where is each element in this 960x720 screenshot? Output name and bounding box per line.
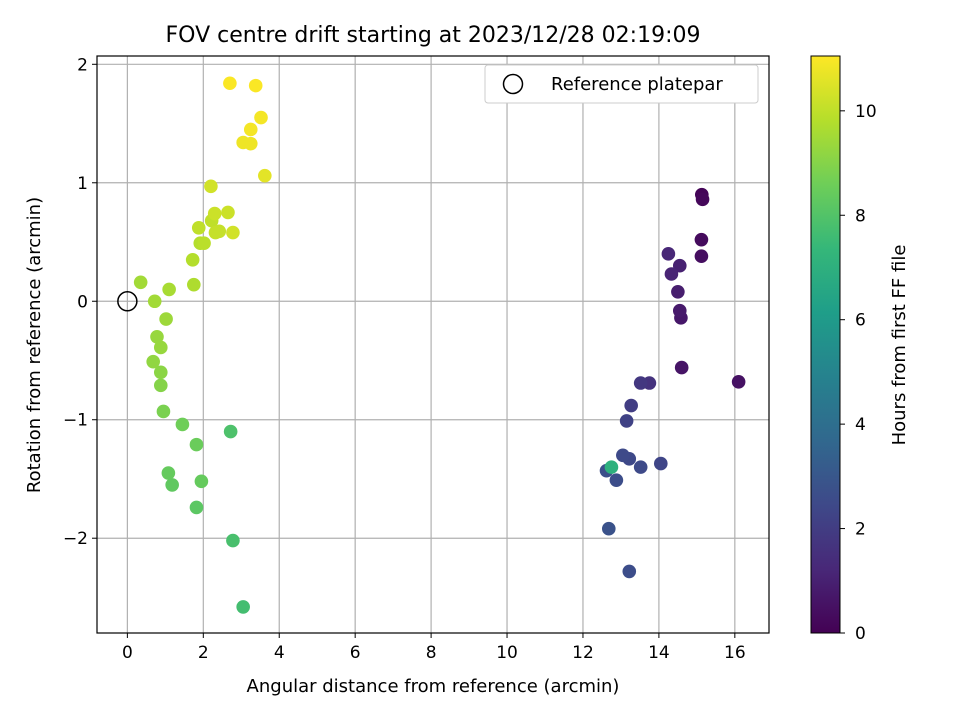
legend-box — [484, 64, 759, 104]
data-point — [671, 284, 685, 299]
colorbar-label: Hours from first FF file — [889, 245, 910, 446]
x-axis-ticks: 0 2 4 6 8 10 12 14 16 — [122, 633, 746, 663]
data-point — [212, 224, 227, 239]
data-point — [165, 478, 179, 492]
data-point — [161, 466, 176, 480]
data-point — [133, 275, 148, 290]
data-point — [243, 122, 258, 137]
legend-label-reference: Reference platepar — [551, 74, 723, 95]
data-point — [664, 267, 679, 281]
colorbar-tick-label: 8 — [855, 206, 866, 226]
data-point — [194, 474, 209, 489]
data-point — [226, 533, 240, 548]
data-point — [153, 365, 168, 380]
colorbar-tick-label: 6 — [855, 311, 866, 331]
data-point — [694, 232, 709, 247]
data-point — [248, 78, 263, 93]
data-point — [162, 282, 176, 297]
data-point — [150, 329, 164, 344]
data-point — [694, 249, 709, 264]
colorbar-ticks: 0 2 4 6 8 10 — [840, 102, 877, 644]
data-point — [226, 225, 240, 240]
data-point — [189, 500, 204, 515]
colorbar-tick-label: 0 — [855, 624, 866, 644]
data-point — [191, 220, 206, 235]
colorbar: 0 2 4 6 8 10 Hours from first FF file — [810, 55, 910, 644]
data-point — [633, 376, 648, 390]
data-point — [236, 600, 250, 614]
data-point — [622, 564, 637, 579]
data-point — [204, 179, 218, 194]
y-tick-label: 1 — [77, 174, 88, 194]
data-point — [153, 378, 168, 393]
y-axis-label: Rotation from reference (arcmin) — [24, 197, 45, 493]
data-point — [156, 404, 171, 419]
data-point — [189, 437, 204, 452]
legend: Reference platepar — [484, 64, 759, 104]
data-point — [601, 521, 616, 536]
data-point — [185, 252, 200, 267]
data-point — [153, 340, 168, 355]
data-point — [619, 414, 634, 428]
data-point — [616, 448, 630, 463]
reference-platepar-marker — [117, 291, 138, 312]
x-tick-label: 0 — [122, 643, 133, 663]
data-point — [207, 206, 222, 221]
data-point — [197, 236, 211, 250]
x-tick-label: 2 — [198, 643, 209, 663]
data-point — [624, 398, 638, 413]
data-point — [258, 168, 272, 183]
scatter-points — [117, 76, 746, 614]
x-tick-label: 12 — [572, 643, 594, 663]
y-tick-label: −2 — [63, 529, 88, 549]
x-tick-label: 8 — [426, 643, 437, 663]
data-point — [653, 456, 668, 471]
chart-title: FOV centre drift starting at 2023/12/28 … — [166, 23, 701, 48]
x-axis-label: Angular distance from reference (arcmin) — [247, 676, 620, 697]
data-point — [661, 247, 676, 261]
data-point — [221, 205, 235, 220]
data-point — [175, 417, 190, 432]
data-point — [187, 277, 201, 292]
colorbar-tick-label: 4 — [855, 415, 866, 435]
data-point — [633, 460, 648, 474]
x-tick-label: 10 — [496, 643, 518, 663]
data-point — [609, 473, 624, 487]
data-point — [146, 354, 160, 369]
data-point — [223, 424, 238, 439]
x-tick-label: 16 — [724, 643, 746, 663]
data-point — [674, 360, 689, 375]
y-tick-label: 2 — [77, 55, 88, 75]
data-point — [695, 192, 710, 207]
data-point — [159, 312, 173, 326]
x-tick-label: 6 — [350, 643, 361, 663]
data-point — [604, 460, 619, 474]
y-tick-label: 0 — [77, 292, 88, 312]
colorbar-tick-label: 2 — [855, 520, 866, 540]
grid-lines — [97, 56, 769, 633]
x-tick-label: 14 — [648, 643, 670, 663]
legend-marker-reference — [502, 73, 524, 95]
data-point — [731, 375, 746, 389]
data-point — [223, 76, 237, 91]
x-tick-label: 4 — [274, 643, 285, 663]
data-point — [254, 110, 268, 125]
y-axis-ticks: −2 −1 0 1 2 — [63, 55, 97, 549]
data-point — [672, 258, 687, 273]
data-point — [672, 303, 687, 318]
y-tick-label: −1 — [63, 411, 88, 431]
plot-frame — [96, 55, 770, 634]
data-point — [243, 136, 258, 151]
colorbar-tick-label: 10 — [855, 102, 877, 122]
data-point — [147, 294, 162, 309]
colorbar-gradient — [810, 55, 841, 634]
